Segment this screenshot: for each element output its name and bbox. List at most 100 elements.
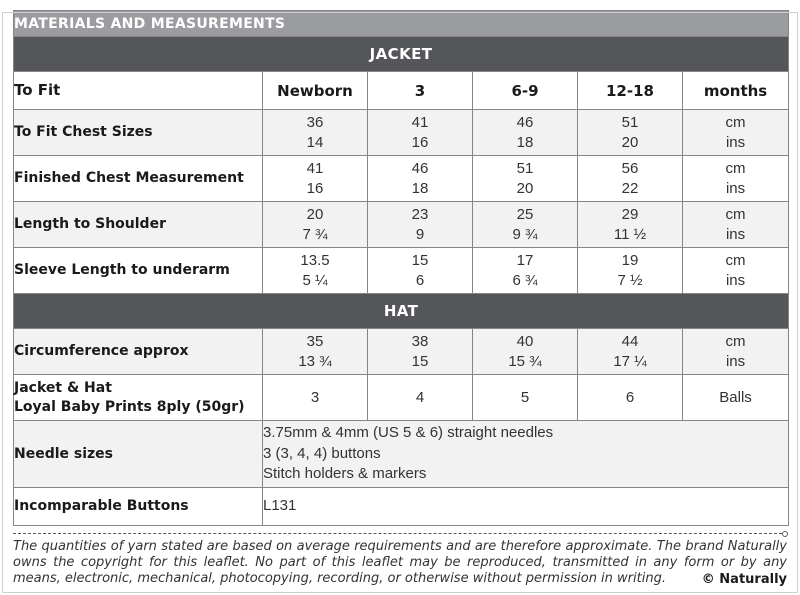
value-cm: 20 bbox=[306, 206, 324, 223]
value-ins: 11 ½ bbox=[613, 225, 647, 243]
value-cm: 38 bbox=[411, 333, 429, 350]
value-ins: 18 bbox=[516, 133, 534, 151]
value-ins: 6 bbox=[415, 271, 425, 289]
value-cell: 40 15 ¾ bbox=[472, 328, 578, 375]
value-cm: 41 bbox=[411, 114, 429, 131]
unit-cm: cm bbox=[725, 160, 746, 177]
value-cm: 29 bbox=[621, 206, 639, 223]
section-row-jacket: JACKET bbox=[12, 36, 790, 72]
value-cm: 35 bbox=[306, 333, 324, 350]
yarn-label-line1: Jacket & Hat bbox=[14, 380, 112, 397]
unit-cm: cm bbox=[725, 206, 746, 223]
value-ins: 14 bbox=[306, 133, 324, 151]
value-ins: 5 ¼ bbox=[302, 271, 328, 289]
value-ins: 13 ¾ bbox=[298, 352, 332, 370]
value-ins: 7 ½ bbox=[617, 271, 643, 289]
size-header-cell: 12-18 bbox=[577, 71, 683, 110]
title-row: MATERIALS AND MEASUREMENTS bbox=[12, 10, 790, 37]
value-cell: 44 17 ¼ bbox=[577, 328, 683, 375]
value-cell: 51 20 bbox=[577, 109, 683, 156]
unit-cm: cm bbox=[725, 114, 746, 131]
value-ins: 22 bbox=[621, 179, 639, 197]
value-ins: 9 ¾ bbox=[512, 225, 538, 243]
row-label: Incomparable Buttons bbox=[13, 487, 263, 526]
value-cm: 23 bbox=[411, 206, 429, 223]
dashed-divider bbox=[13, 531, 788, 537]
measurement-row-length-shoulder: Length to Shoulder 20 7 ¾ 23 9 25 9 ¾ 29… bbox=[13, 201, 790, 248]
needle-line: 3 (3, 4, 4) buttons bbox=[263, 444, 381, 462]
copyright: © Naturally bbox=[695, 572, 787, 587]
value-ins: 20 bbox=[621, 133, 639, 151]
value-cell: 15 6 bbox=[367, 247, 473, 294]
unit-header-cell: months bbox=[681, 71, 790, 110]
size-header-row: To Fit Newborn 3 6-9 12-18 months bbox=[13, 71, 790, 110]
value-ins: 17 ¼ bbox=[613, 352, 647, 370]
row-label: Finished Chest Measurement bbox=[13, 155, 263, 202]
footer: The quantities of yarn stated are based … bbox=[13, 531, 788, 587]
row-label: Length to Shoulder bbox=[13, 201, 263, 248]
yarn-label-line2: Loyal Baby Prints 8ply (50gr) bbox=[14, 398, 245, 415]
buttons-row: Incomparable Buttons L131 bbox=[13, 487, 790, 526]
value-cell: 23 9 bbox=[367, 201, 473, 248]
value-cell: 4 bbox=[367, 374, 473, 421]
value-cm: 51 bbox=[621, 114, 639, 131]
value-cm: 41 bbox=[306, 160, 324, 177]
legal-block: The quantities of yarn stated are based … bbox=[13, 539, 787, 587]
value-cell: 29 11 ½ bbox=[577, 201, 683, 248]
value-cell: 36 14 bbox=[262, 109, 368, 156]
needle-line: 3.75mm & 4mm (US 5 & 6) straight needles bbox=[263, 424, 554, 442]
unit-ins: ins bbox=[725, 352, 746, 370]
value-cm: 17 bbox=[516, 252, 534, 269]
section-header-jacket: JACKET bbox=[12, 36, 790, 72]
value-cell: 20 7 ¾ bbox=[262, 201, 368, 248]
value-cell: 6 bbox=[577, 374, 683, 421]
measurement-row-sleeve-length: Sleeve Length to underarm 13.5 5 ¼ 15 6 … bbox=[13, 247, 790, 294]
value-cell: 17 6 ¾ bbox=[472, 247, 578, 294]
unit-cm: cm bbox=[725, 252, 746, 269]
value-cell: 41 16 bbox=[262, 155, 368, 202]
unit-cell: cm ins bbox=[681, 328, 790, 375]
unit-cell: Balls bbox=[681, 374, 790, 421]
value-cell: 51 20 bbox=[472, 155, 578, 202]
yarn-quantity-row: Jacket & Hat Loyal Baby Prints 8ply (50g… bbox=[13, 374, 790, 421]
value-cell: 41 16 bbox=[367, 109, 473, 156]
value-cm: 46 bbox=[411, 160, 429, 177]
buttons-value-cell: L131 bbox=[261, 487, 790, 526]
value-cell: 38 15 bbox=[367, 328, 473, 375]
size-header-cell: 3 bbox=[367, 71, 473, 110]
value-cell: 35 13 ¾ bbox=[262, 328, 368, 375]
unit-ins: ins bbox=[725, 179, 746, 197]
section-header-hat: HAT bbox=[12, 293, 790, 329]
row-label: Needle sizes bbox=[13, 420, 263, 488]
size-header-cell: 6-9 bbox=[472, 71, 578, 110]
value-ins: 15 bbox=[411, 352, 429, 370]
value-cell: 56 22 bbox=[577, 155, 683, 202]
unit-ins: ins bbox=[725, 133, 746, 151]
table-title: MATERIALS AND MEASUREMENTS bbox=[12, 10, 790, 37]
value-cell: 19 7 ½ bbox=[577, 247, 683, 294]
value-cm: 13.5 bbox=[300, 252, 330, 269]
row-label: To Fit Chest Sizes bbox=[13, 109, 263, 156]
value-cm: 46 bbox=[516, 114, 534, 131]
value-cm: 36 bbox=[306, 114, 324, 131]
measurement-row-circumference: Circumference approx 35 13 ¾ 38 15 40 15… bbox=[13, 328, 790, 375]
unit-cell: cm ins bbox=[681, 109, 790, 156]
value-ins: 16 bbox=[306, 179, 324, 197]
value-cell: 13.5 5 ¼ bbox=[262, 247, 368, 294]
value-cm: 44 bbox=[621, 333, 639, 350]
materials-measurements-table: MATERIALS AND MEASUREMENTS JACKET To Fit… bbox=[12, 10, 790, 526]
unit-cell: cm ins bbox=[681, 155, 790, 202]
value-cell: 46 18 bbox=[367, 155, 473, 202]
value-cm: 51 bbox=[516, 160, 534, 177]
value-ins: 6 ¾ bbox=[512, 271, 538, 289]
value-ins: 18 bbox=[411, 179, 429, 197]
value-cm: 56 bbox=[621, 160, 639, 177]
row-label: To Fit bbox=[13, 71, 263, 110]
value-ins: 15 ¾ bbox=[508, 352, 542, 370]
unit-ins: ins bbox=[725, 271, 746, 289]
unit-cell: cm ins bbox=[681, 247, 790, 294]
size-header-cell: Newborn bbox=[262, 71, 368, 110]
unit-cm: cm bbox=[725, 333, 746, 350]
row-label: Jacket & Hat Loyal Baby Prints 8ply (50g… bbox=[13, 374, 263, 421]
value-cell: 25 9 ¾ bbox=[472, 201, 578, 248]
